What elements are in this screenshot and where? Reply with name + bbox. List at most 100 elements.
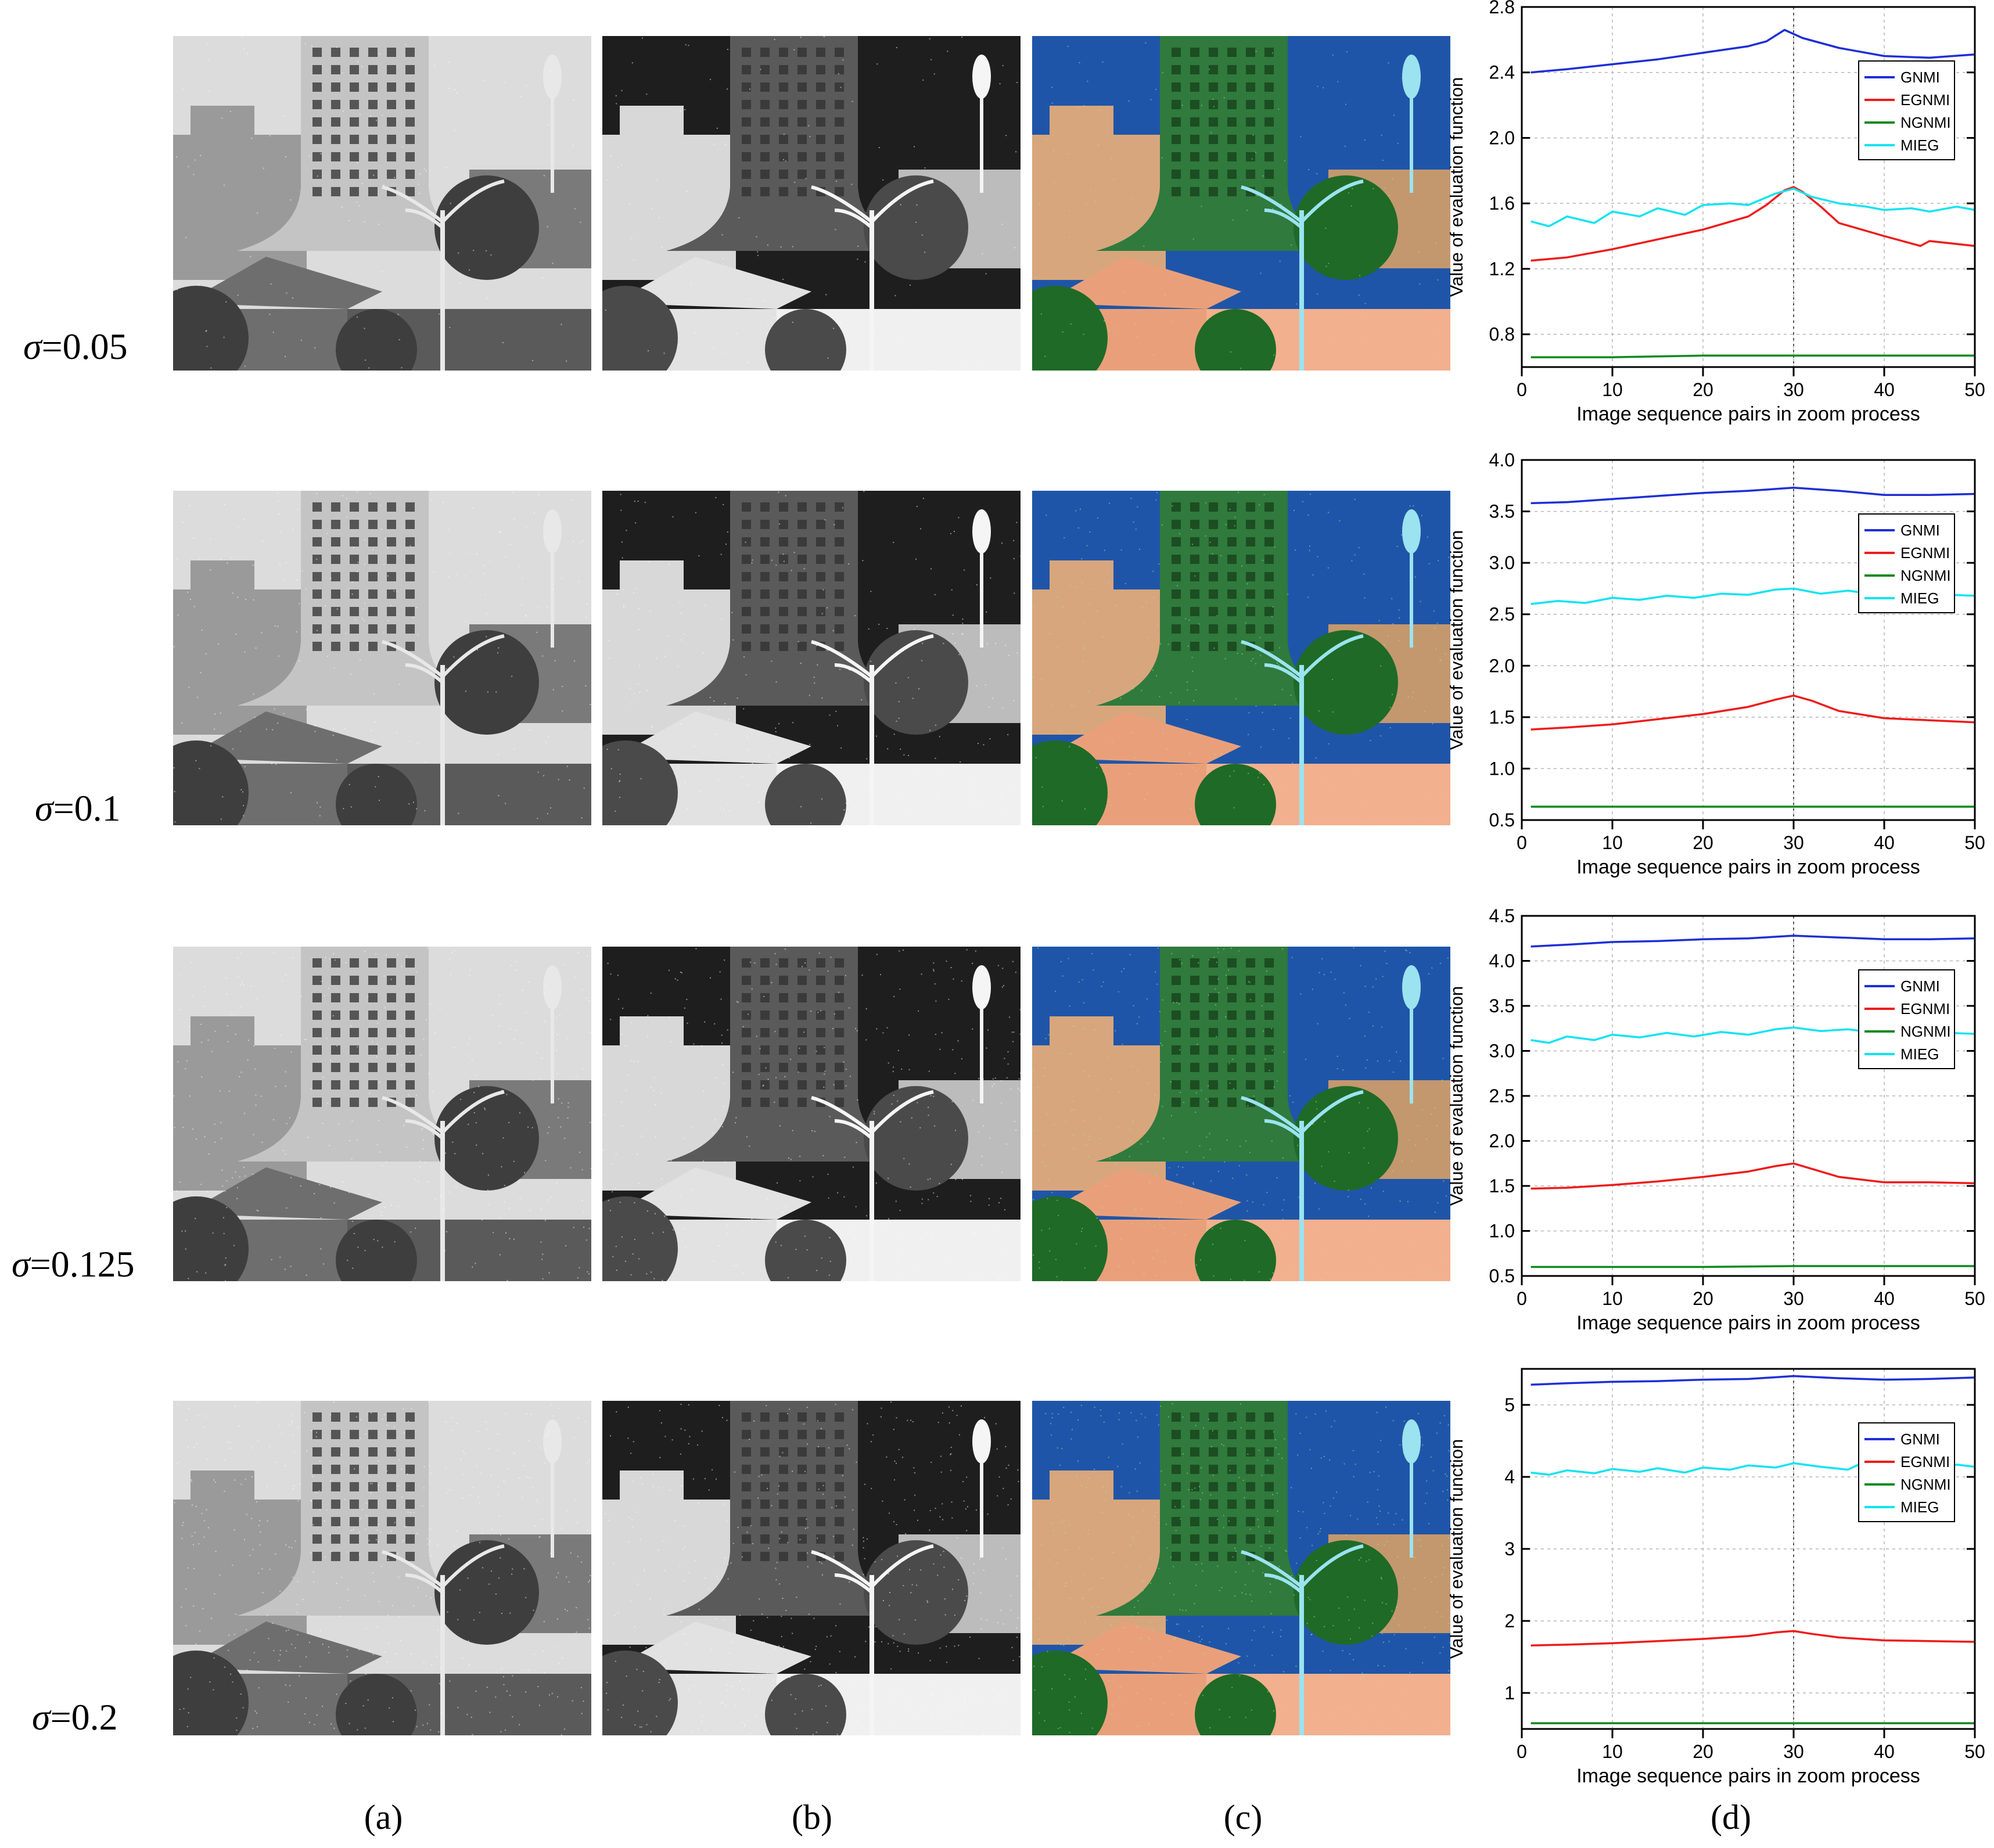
series-line-gnmi [1530,28,1975,74]
y-tick-label: 2.8 [1489,0,1515,17]
series-line-egnmi [1530,694,1975,731]
plot-frame [1521,459,1976,821]
series-line-ngnmi [1530,354,1975,358]
x-tick-label: 0 [1517,1288,1527,1309]
sigma-symbol: σ [32,1696,51,1738]
sigma-value: =0.2 [50,1696,118,1738]
scene-illustration [173,36,591,371]
legend-label-mieg: MIEG [1900,1045,1939,1063]
y-tick-label: 0.5 [1489,810,1515,830]
image-panel-a-row-4 [173,1401,591,1735]
chart-sigma-0.05: 0.8 1.2 1.6 2.0 2.4 2.8 0 10 20 30 40 50 Image seque… [1446,0,1985,425]
legend-label-egnmi: EGNMI [1900,91,1950,109]
sigma-value: =0.1 [53,788,121,829]
y-tick-label: 1.5 [1489,1175,1515,1196]
x-tick-label: 30 [1783,379,1804,400]
legend-label-egnmi: EGNMI [1900,544,1950,562]
chart-sigma-0.1: 0.5 1.0 1.5 2.0 2.5 3.0 3.5 4.0 0 10 20 30 40 50 Image… [1446,453,1985,878]
y-tick-label: 2.5 [1489,1085,1515,1106]
y-tick-label: 0.5 [1489,1265,1515,1286]
image-panel-a-row-2 [173,491,591,825]
row-label-1: σ=0.05 [23,325,128,368]
sigma-symbol: σ [23,326,42,367]
y-tick-label: 3 [1504,1538,1515,1559]
y-tick-label: 5 [1504,1394,1515,1415]
series-line-gnmi [1530,934,1975,948]
series-line-egnmi [1530,186,1975,262]
y-tick-label: 4.0 [1489,951,1515,972]
x-tick-label: 30 [1783,1741,1804,1762]
x-axis-label: Image sequence pairs in zoom process [1576,1312,1920,1334]
series-line-gnmi [1530,487,1975,505]
y-tick-label: 3.5 [1489,995,1515,1016]
x-tick-label: 50 [1964,1288,1985,1309]
legend-label-ngnmi: NGNMI [1900,114,1951,131]
row-label-4: σ=0.2 [32,1696,118,1739]
x-tick-label: 50 [1964,832,1985,853]
x-tick-label: 10 [1602,832,1623,853]
y-tick-label: 2.0 [1489,655,1515,676]
legend-label-gnmi: GNMI [1900,1430,1940,1448]
scene-illustration [602,1401,1021,1735]
sigma-symbol: σ [35,788,53,829]
x-tick-label: 50 [1964,379,1985,400]
column-label-a: (a) [364,1798,403,1836]
legend-label-ngnmi: NGNMI [1900,1476,1951,1493]
y-tick-label: 1.6 [1489,193,1515,214]
x-tick-label: 30 [1783,1288,1804,1309]
legend-label-ngnmi: NGNMI [1900,1023,1951,1040]
y-tick-label: 2.5 [1489,604,1515,625]
image-panel-b-row-3 [602,947,1021,1281]
x-axis-label: Image sequence pairs in zoom process [1576,403,1920,425]
series-line-ngnmi [1530,1265,1975,1268]
x-tick-label: 20 [1693,1741,1713,1762]
image-panel-c-row-1 [1032,36,1450,371]
series-line-egnmi [1530,1630,1975,1646]
x-tick-label: 0 [1517,832,1527,853]
scene-illustration [1032,491,1450,825]
scene-illustration [173,491,591,825]
x-tick-label: 10 [1602,379,1623,400]
y-axis-label: Value of evaluation function [1446,986,1467,1206]
scene-illustration [1032,36,1450,371]
y-tick-label: 2.4 [1489,62,1515,83]
scene-illustration [1032,1401,1450,1735]
x-tick-label: 40 [1874,1288,1895,1309]
y-axis-label: Value of evaluation function [1446,530,1467,750]
image-panel-b-row-1 [602,36,1021,371]
x-tick-label: 0 [1517,1741,1527,1762]
scene-illustration [173,1401,591,1735]
y-tick-label: 1.5 [1489,707,1515,728]
legend-label-gnmi: GNMI [1900,522,1940,539]
x-tick-label: 40 [1874,832,1895,853]
y-tick-label: 1.2 [1489,258,1515,279]
y-tick-label: 3.0 [1489,552,1515,573]
column-label-d: (d) [1711,1798,1751,1836]
sigma-symbol: σ [12,1243,30,1285]
x-tick-label: 10 [1602,1741,1623,1762]
legend-label-gnmi: GNMI [1900,977,1940,995]
x-tick-label: 20 [1693,832,1713,853]
image-panel-a-row-1 [173,36,591,371]
image-panel-b-row-2 [602,491,1021,825]
y-axis-label: Value of evaluation function [1446,77,1467,297]
legend-label-ngnmi: NGNMI [1900,567,1951,584]
x-tick-label: 30 [1783,832,1804,853]
image-panel-c-row-3 [1032,947,1450,1281]
row-label-2: σ=0.1 [35,787,121,830]
scene-illustration [602,491,1021,825]
scene-illustration [173,947,591,1281]
image-panel-a-row-3 [173,947,591,1281]
plot-frame [1521,6,1976,368]
y-tick-label: 3.5 [1489,501,1515,522]
y-tick-label: 1.0 [1489,1221,1515,1242]
y-tick-label: 0.8 [1489,324,1515,345]
image-panel-b-row-4 [602,1401,1021,1735]
x-tick-label: 20 [1693,1288,1713,1309]
y-tick-label: 1.0 [1489,758,1515,779]
legend-label-mieg: MIEG [1900,1498,1939,1516]
y-tick-label: 1 [1504,1682,1515,1703]
x-tick-label: 40 [1874,379,1895,400]
legend-label-egnmi: EGNMI [1900,1000,1950,1018]
